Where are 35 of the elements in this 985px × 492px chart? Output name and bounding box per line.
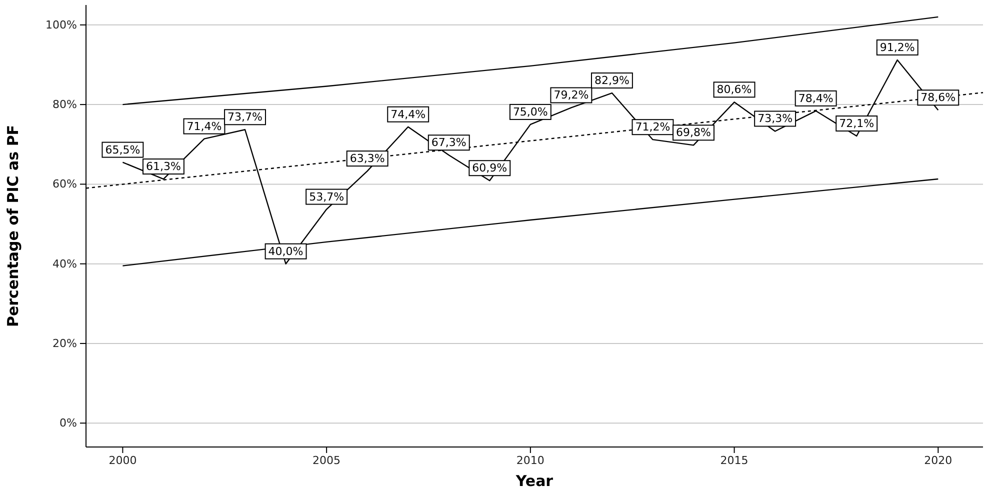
y-tick-label: 20%: [52, 336, 77, 350]
data-label: 40,0%: [268, 244, 304, 258]
data-label: 63,3%: [350, 152, 385, 166]
data-label: 79,2%: [554, 88, 589, 102]
y-axis-title: Percentage of PIC as PF: [4, 124, 22, 328]
data-label: 65,5%: [105, 143, 140, 156]
data-label: 73,3%: [758, 112, 793, 126]
y-tick-label: 40%: [52, 257, 77, 270]
x-axis-title: Year: [514, 472, 554, 490]
y-tick-label: 60%: [52, 178, 77, 191]
data-label: 73,7%: [228, 110, 262, 124]
data-label: 53,7%: [309, 190, 344, 204]
x-tick-label: 2010: [516, 454, 544, 467]
data-label: 82,9%: [594, 74, 630, 87]
data-label: 78,4%: [798, 92, 834, 105]
data-label: 74,4%: [390, 108, 426, 121]
data-label: 91,2%: [880, 40, 915, 54]
data-label: 80,6%: [716, 83, 752, 96]
line-series: [122, 178, 939, 266]
data-label: 72,1%: [839, 117, 874, 130]
x-tick-label: 2005: [312, 454, 341, 467]
data-label: 69,8%: [676, 126, 711, 140]
data-label: 75,0%: [512, 105, 548, 118]
data-label: 71,2%: [635, 120, 670, 134]
x-tick-label: 2020: [924, 454, 952, 467]
y-tick-label: 100%: [46, 18, 77, 32]
data-label: 60,9%: [472, 162, 508, 175]
data-label: 61,3%: [146, 160, 181, 174]
data-label: 67,3%: [431, 136, 466, 150]
y-tick-label: 80%: [52, 98, 77, 112]
x-tick-label: 2015: [720, 454, 748, 467]
y-tick-label: 0%: [60, 416, 77, 430]
data-label: 71,4%: [186, 120, 222, 133]
x-tick-label: 2000: [108, 454, 137, 467]
data-label: 78,6%: [920, 91, 956, 104]
